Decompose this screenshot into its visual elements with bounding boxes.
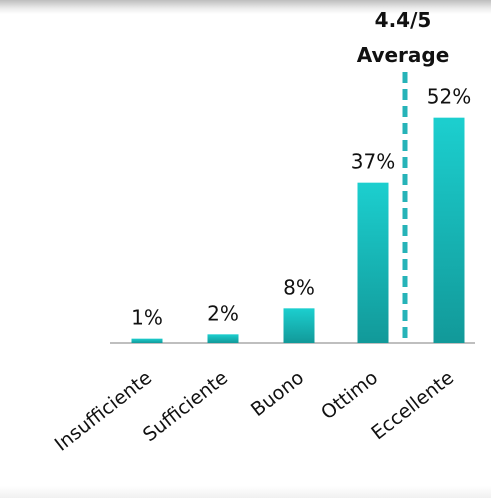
category-label-ottimo: Ottimo (317, 367, 382, 425)
category-label-sufficiente: Sufficiente (139, 367, 232, 447)
bar-buono (283, 308, 315, 343)
average-caption: Average (357, 43, 450, 67)
bar-ottimo (357, 182, 389, 343)
bar-sufficiente (207, 334, 239, 343)
top-shadow-strip (0, 0, 491, 14)
bar-eccellente (433, 117, 465, 344)
value-label-eccellente: 52% (427, 85, 471, 109)
value-label-insufficiente: 1% (131, 306, 163, 330)
category-label-buono: Buono (247, 367, 308, 422)
category-label-insufficiente: Insufficiente (51, 367, 156, 456)
category-label-eccellente: Eccellente (367, 367, 458, 445)
average-value-label: 4.4/5 (375, 8, 432, 32)
value-label-buono: 8% (283, 275, 315, 299)
bar-insufficiente (131, 338, 163, 343)
bottom-shadow-strip (0, 486, 491, 498)
value-label-ottimo: 37% (351, 150, 395, 174)
value-label-sufficiente: 2% (207, 301, 239, 325)
